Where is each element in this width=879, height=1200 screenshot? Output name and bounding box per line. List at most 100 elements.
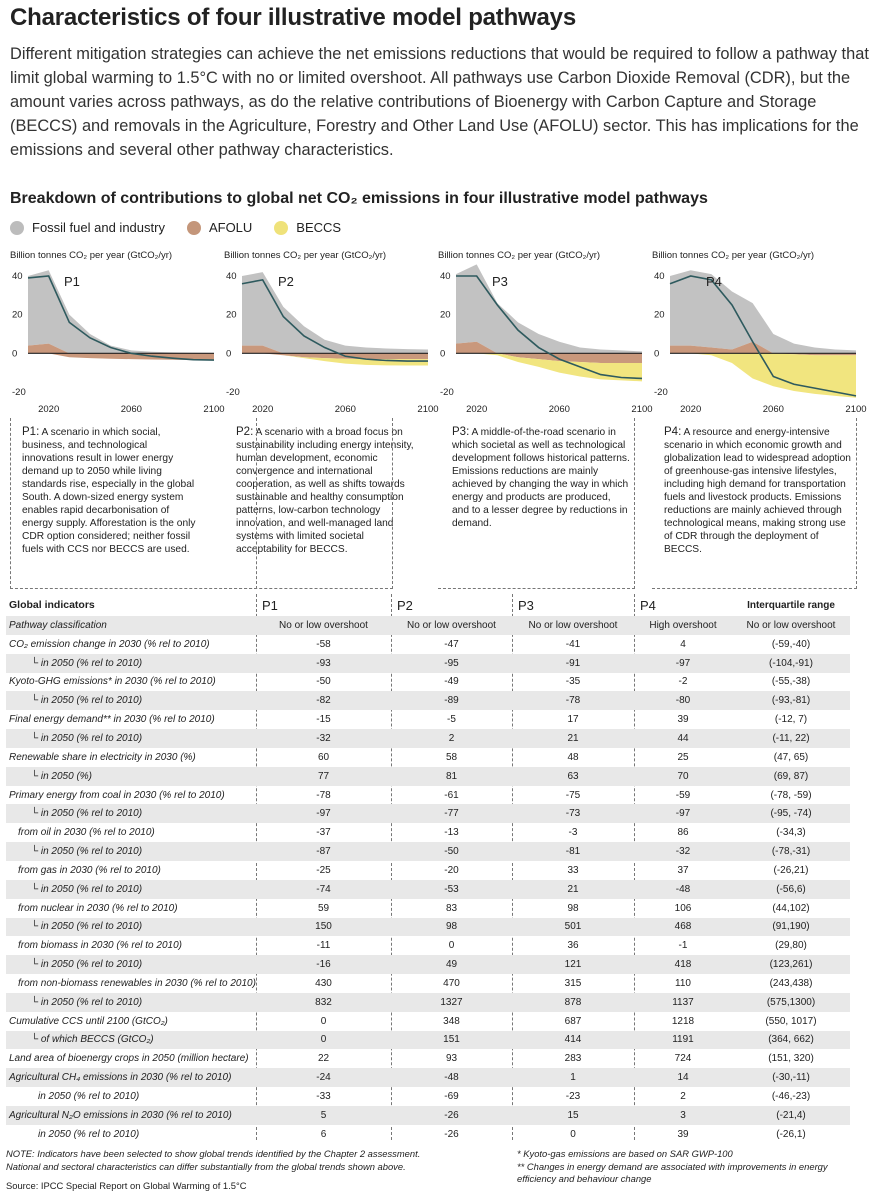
table-row: Primary energy from coal in 2030 (% rel … [6, 786, 850, 805]
y-tick-label: 40 [440, 271, 451, 282]
row-label: from nuclear in 2030 (% rel to 2010) [18, 902, 178, 914]
cell: 58 [445, 751, 458, 763]
intro-paragraph: Different mitigation strategies can achi… [10, 45, 869, 159]
description-label: P3: [452, 426, 470, 438]
row-label: └ in 2050 (%) [6, 766, 256, 786]
cell: -3 [568, 827, 578, 839]
legend: Fossil fuel and industry AFOLU BECCS [10, 220, 341, 235]
fossil-area [28, 270, 214, 354]
row-label: in 2050 (% rel to 2010) [38, 1091, 140, 1103]
chart-p4: 40 20 0 -20 2020 2060 2100 P4 [654, 270, 867, 415]
note-line: NOTE: Indicators have been selected to s… [6, 1148, 421, 1159]
description-p1: P1: A scenario in which social, business… [22, 426, 200, 556]
cell: High overshoot [634, 616, 732, 635]
cell: 414 [512, 1030, 634, 1050]
chart-p3: 40 20 0 -20 2020 2060 2100 P3 [440, 264, 653, 415]
cell: No or low overshoot [512, 616, 634, 635]
afolu-area-negative [456, 353, 642, 363]
panel-ylabel: Billion tonnes CO₂ per year (GtCO₂/yr) [10, 250, 173, 261]
row-label: from oil in 2030 (% rel to 2010) [18, 827, 155, 839]
cell: (-26,1) [776, 1128, 806, 1140]
cell: (44,102) [772, 902, 810, 914]
y-tick-label: 20 [12, 310, 23, 321]
cell: 470 [443, 977, 460, 989]
afolu-area-positive [456, 341, 642, 354]
cell: 468 [634, 917, 732, 937]
table-header-col: P3 [518, 597, 534, 613]
table-header-col: P4 [640, 597, 656, 613]
cell: 39 [677, 1128, 689, 1140]
cell: 15 [512, 1105, 634, 1125]
table-row: └ in 2050 (% rel to 2010) -74 -53 21 -48 (-56… [6, 879, 850, 899]
y-tick-label: -20 [226, 387, 240, 398]
cell: 878 [512, 992, 634, 1012]
row-label: from non-biomass renewables in 2030 (% r… [18, 977, 256, 989]
chart-panel-p1: Billion tonnes CO₂ per year (GtCO₂/yr) 4… [10, 246, 225, 416]
row-label: from biomass in 2030 (% rel to 2010) [18, 940, 182, 952]
table-row: in 2050 (% rel to 2010) -33 -69 -23 2 (-46,-2… [6, 1087, 850, 1106]
cell: 0 [320, 1015, 327, 1027]
table-row: Renewable share in electricity in 2030 (… [6, 748, 850, 767]
cell: -78 [512, 691, 634, 711]
row-label: Kyoto-GHG emissions* in 2030 (% rel to 2… [9, 676, 216, 688]
table-header-iqr: Interquartile range [747, 599, 835, 611]
table-row: from oil in 2030 (% rel to 2010) -37 -13 -3… [6, 823, 850, 842]
cell: -50 [391, 842, 512, 861]
cell: -26 [391, 1105, 512, 1125]
cell: 93 [445, 1053, 458, 1065]
cell: (364, 662) [732, 1030, 850, 1050]
cell: -97 [634, 653, 732, 673]
cell: 98 [391, 917, 512, 937]
indicators-table: Global indicators P1 P2 P3 P4 Interquartile r… [6, 594, 850, 1144]
cell: -78 [316, 789, 331, 801]
column-divider [512, 594, 513, 1140]
cell: -16 [256, 955, 391, 975]
cell: -95 [391, 653, 512, 673]
table-row: from gas in 2030 (% rel to 2010) -25 -20 33… [6, 861, 850, 880]
cell: (-95, -74) [732, 804, 850, 824]
row-label: Agricultural N₂O emissions in 2030 (% re… [6, 1105, 256, 1125]
cell: -23 [565, 1091, 581, 1103]
panel-ylabel: Billion tonnes CO₂ per year (GtCO₂/yr) [438, 250, 601, 261]
row-label: └ in 2050 (% rel to 2010) [6, 691, 256, 711]
description-p3: P3: A middle-of-the-road scenario in whi… [452, 426, 630, 530]
cell: (-30,-11) [732, 1068, 850, 1088]
table-row: Kyoto-GHG emissions* in 2030 (% rel to 2… [6, 673, 850, 692]
legend-swatch-afolu [186, 220, 201, 235]
cell: -89 [391, 691, 512, 711]
cell: (-21,4) [732, 1105, 850, 1125]
cell: 0 [448, 940, 455, 952]
x-tick-label: 2100 [417, 404, 438, 415]
cell: 1191 [634, 1030, 732, 1050]
table-row: └ in 2050 (% rel to 2010) -16 49 121 418 (123… [6, 955, 850, 975]
cell: 59 [317, 902, 330, 914]
table-row: └ in 2050 (% rel to 2010) -82 -89 -78 -80 (-9… [6, 691, 850, 711]
cell: 48 [567, 751, 579, 763]
row-label: └ in 2050 (% rel to 2010) [6, 879, 256, 899]
source-line: Source: IPCC Special Report on Global Wa… [6, 1180, 247, 1191]
callout-p1 [10, 418, 257, 589]
cell: -82 [256, 691, 391, 711]
cell: 315 [564, 977, 582, 989]
note-left: NOTE: Indicators have been selected to s… [6, 1148, 420, 1173]
description-text: A resource and energy-intensive scenario… [664, 427, 851, 555]
callout-p2 [224, 418, 393, 589]
row-label: └ in 2050 (% rel to 2010) [6, 804, 256, 824]
cell: 70 [634, 766, 732, 786]
table-row: └ in 2050 (% rel to 2010) -87 -50 -81 -32 (-7… [6, 842, 850, 861]
cell: 33 [567, 864, 579, 876]
cell: -61 [444, 789, 459, 801]
cell: (550, 1017) [765, 1015, 817, 1027]
cell: 36 [567, 940, 579, 952]
breakdown-title: Breakdown of contributions to global net… [10, 190, 708, 207]
cell: -33 [316, 1091, 331, 1103]
panel-ylabel: Billion tonnes CO₂ per year (GtCO₂/yr) [652, 250, 815, 261]
cell: 22 [317, 1053, 330, 1065]
cell: 1 [512, 1068, 634, 1088]
description-text: A middle-of-the-road scenario in which s… [452, 427, 630, 529]
x-tick-label: 2100 [203, 404, 224, 415]
pathway-label: P1 [64, 274, 80, 289]
table-row: └ in 2050 (% rel to 2010) -32 2 21 44 (-11, 2… [6, 729, 850, 748]
cell: (-11, 22) [732, 729, 850, 748]
y-tick-label: 40 [654, 271, 665, 282]
